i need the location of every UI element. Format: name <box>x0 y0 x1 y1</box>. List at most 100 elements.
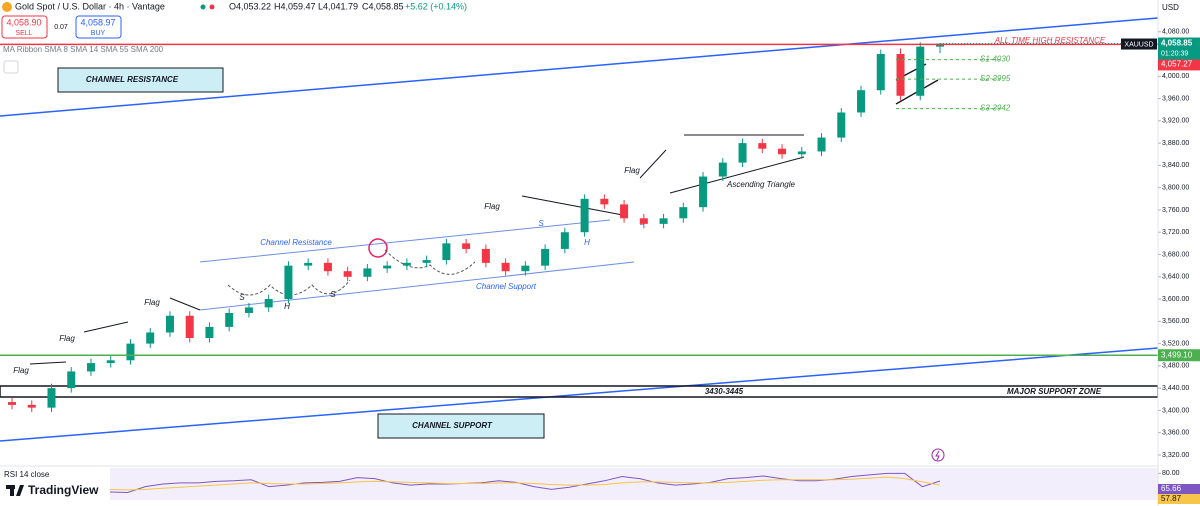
support-label: S2-3995 <box>980 74 1011 83</box>
candle-body <box>620 204 629 219</box>
candle-body <box>304 262 313 266</box>
pattern-line <box>521 195 629 217</box>
sell-button[interactable] <box>1 15 48 39</box>
candle-body <box>106 360 115 364</box>
annotation: CHANNEL RESISTANCE <box>86 75 179 84</box>
inner-channel-top <box>199 219 611 263</box>
y-tick-label: 4,080.00 <box>1162 29 1189 36</box>
symbol-badge <box>1121 38 1157 50</box>
collapse-button[interactable] <box>3 60 19 74</box>
price-axis <box>1158 0 1200 506</box>
candle-body <box>363 268 372 277</box>
triangle-bottom <box>669 156 805 194</box>
y-tick-label: 3,600.00 <box>1162 296 1189 303</box>
candle-body <box>797 151 806 155</box>
ohlc-change: +5.62 (+0.14%) <box>405 1 467 11</box>
countdown: 01:20:39 <box>1161 50 1188 57</box>
logo <box>16 485 24 496</box>
flag-line <box>169 297 201 311</box>
price-label: 4,058.85 <box>1161 39 1193 48</box>
rsi-badge <box>1158 484 1200 494</box>
annotation: Flag <box>484 202 500 211</box>
candle-body <box>738 143 747 163</box>
annotation: Flag <box>624 166 640 175</box>
axis-marks: 4,080.00 4,000.00 3,960.00 3,920.00 3,880.00… <box>1121 29 1200 504</box>
rsi-value-label: 65.66 <box>1161 484 1182 493</box>
zone-label: MAJOR SUPPORT ZONE <box>1007 387 1102 396</box>
flag-line <box>83 321 129 333</box>
candle-body <box>462 243 471 249</box>
marks: S1-4030 S2-3995 S3-3942 <box>0 42 1158 413</box>
candle-body <box>27 404 36 408</box>
rsi-title: RSI 14 close <box>4 470 50 479</box>
candle-body <box>580 198 589 233</box>
highlight-circle <box>368 238 388 258</box>
candle-body <box>284 265 293 300</box>
shs-curve <box>384 249 476 275</box>
buy-button[interactable] <box>75 15 122 39</box>
y-tick-label: 3,400.00 <box>1162 407 1189 414</box>
annotation: CHANNEL SUPPORT <box>412 421 493 430</box>
y-tick-label: 3,360.00 <box>1162 430 1189 437</box>
flag-line <box>639 149 667 179</box>
candle-body <box>857 90 866 113</box>
y-tick-label: 3,640.00 <box>1162 274 1189 281</box>
price-badge <box>1158 37 1200 60</box>
symbol-icon <box>2 2 12 12</box>
level-label: 4,057.27 <box>1161 60 1193 69</box>
y-tick-label: 3,480.00 <box>1162 363 1189 370</box>
annotation: Ascending Triangle <box>726 180 795 189</box>
logo <box>10 485 14 496</box>
ohlc-close: C4,058.85 <box>362 1 404 11</box>
event-icon <box>931 448 945 462</box>
annotation: Channel Support <box>476 282 537 291</box>
ohlc-open: O4,053.22 <box>229 1 271 11</box>
candle-body <box>837 112 846 138</box>
event-icon <box>935 450 940 461</box>
candle-body <box>86 363 95 372</box>
candle-body <box>343 271 352 277</box>
annotation: Channel Resistance <box>260 238 332 247</box>
spread: 0.07 <box>54 24 68 31</box>
candle-body <box>402 262 411 266</box>
candle-body <box>501 262 510 272</box>
buy-price: 4,058.97 <box>80 17 115 27</box>
brand: TradingView <box>28 483 99 497</box>
candle-body <box>481 248 490 263</box>
sell-label: SELL <box>15 30 32 37</box>
candle-body <box>718 162 727 177</box>
y-tick-label: 3,520.00 <box>1162 340 1189 347</box>
rsi-marks <box>109 472 941 494</box>
candle-body <box>165 315 174 333</box>
y-tick-label: 80.00 <box>1162 470 1180 477</box>
channel-top-line <box>0 17 1159 117</box>
rsi-badge <box>1158 494 1200 504</box>
y-tick-label: 3,560.00 <box>1162 318 1189 325</box>
y-tick-label: 3,920.00 <box>1162 118 1189 125</box>
candle-body <box>323 262 332 272</box>
support-label: S3-3942 <box>980 104 1011 113</box>
candle-body <box>699 176 708 208</box>
annotation: S <box>538 219 544 228</box>
candle-body <box>67 371 76 389</box>
y-tick-label: 3,880.00 <box>1162 140 1189 147</box>
annotation-box <box>377 413 545 439</box>
ohlc-high: H4,059.47 <box>274 1 316 11</box>
candle-body <box>916 46 925 96</box>
y-tick-label: 3,840.00 <box>1162 162 1189 169</box>
candle-body <box>600 198 609 205</box>
candle-body <box>126 343 135 361</box>
candle-body <box>778 148 787 155</box>
annotation: Flag <box>13 366 29 375</box>
annotation: S <box>239 293 245 302</box>
candle-body <box>264 299 273 308</box>
candle-body <box>521 265 530 272</box>
buy-label: BUY <box>91 30 106 37</box>
candle-body <box>541 248 550 266</box>
candle-body <box>146 332 155 344</box>
indicator-legend: MA Ribbon SMA 8 SMA 14 SMA 55 SMA 200 <box>3 45 164 54</box>
candle-body <box>896 54 905 96</box>
annotation: Flag <box>144 298 160 307</box>
